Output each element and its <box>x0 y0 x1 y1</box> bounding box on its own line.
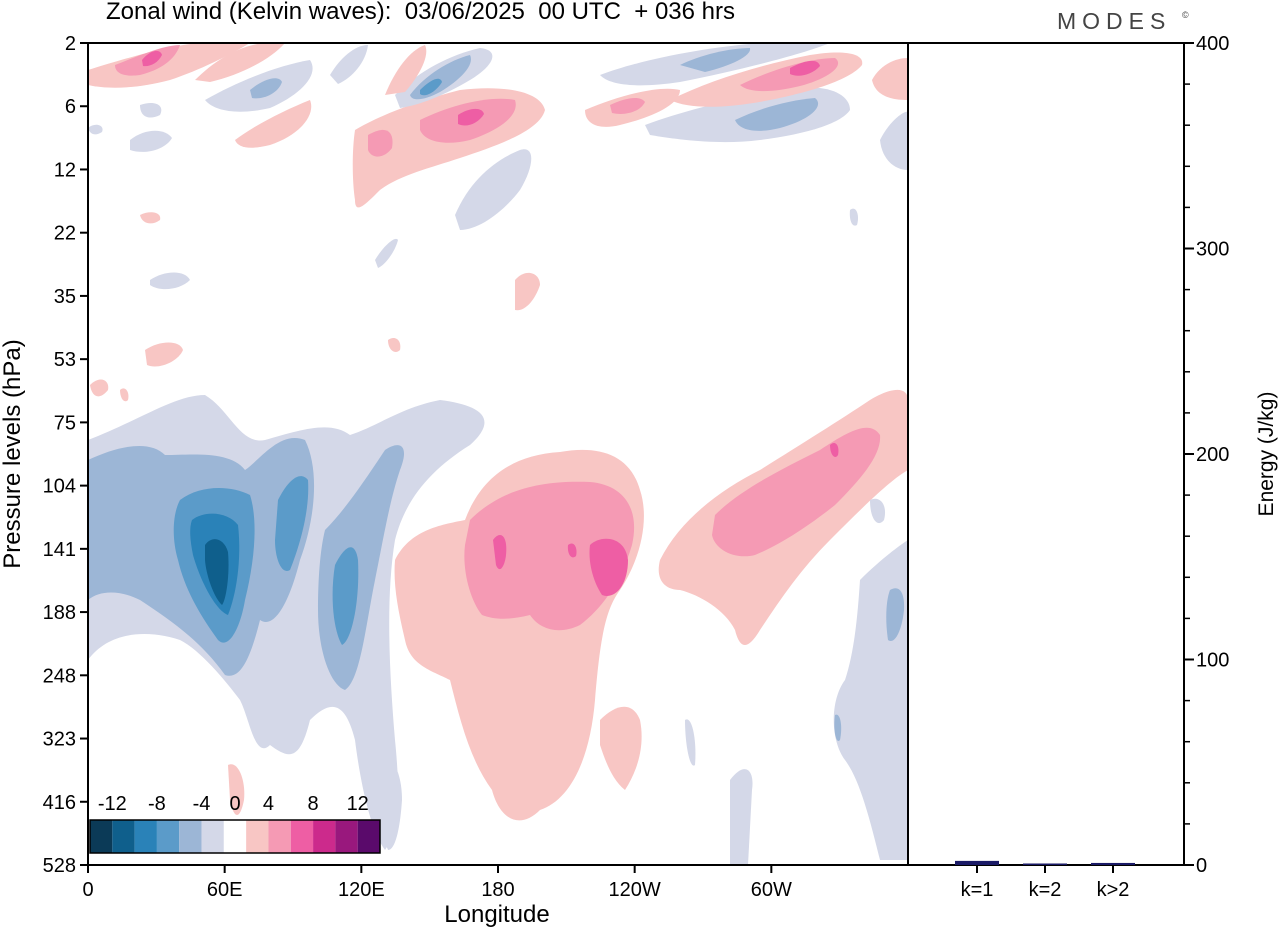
energy-bar <box>1023 863 1067 865</box>
energy-bar <box>955 860 999 865</box>
y-tick-label: 528 <box>43 855 76 877</box>
energy-tick-label: 200 <box>1196 444 1229 466</box>
y-tick-label: 323 <box>43 729 76 751</box>
x-tick-label: 120E <box>338 879 385 901</box>
y-tick-label: 248 <box>43 665 76 687</box>
x-axis-label: Longitude <box>444 901 549 928</box>
scattered-patches <box>88 103 886 766</box>
positive-region-center <box>394 449 644 821</box>
negative-band-west <box>88 395 485 850</box>
energy-axis: 0 100 200 300 400 <box>1184 33 1229 877</box>
y-tick-label: 104 <box>43 476 76 498</box>
x-axis: 0 60E 120E 180 120W 60W <box>82 865 792 901</box>
energy-panel-frame <box>907 42 1185 866</box>
x-tick-label: 120W <box>609 879 661 901</box>
x-tick-label: 180 <box>481 879 514 901</box>
y-tick-label: 416 <box>43 792 76 814</box>
colorbar-label: 12 <box>347 793 369 815</box>
energy-category-label: k>2 <box>1097 879 1130 901</box>
colorbar-swatch <box>357 820 380 853</box>
colorbar: -12 -8 -4 0 4 8 12 <box>89 793 381 854</box>
energy-tick-label: 0 <box>1196 855 1207 877</box>
colorbar-swatch <box>112 820 135 853</box>
y-tick-label: 2 <box>65 33 76 55</box>
y-tick-label: 12 <box>54 159 76 181</box>
colorbar-label: -8 <box>148 793 166 815</box>
brand-logo: MODES <box>1057 8 1172 34</box>
x-tick-label: 60E <box>207 879 243 901</box>
colorbar-swatch <box>179 820 202 853</box>
colorbar-swatch <box>223 820 247 853</box>
y-tick-label: 35 <box>54 286 76 308</box>
colorbar-swatch <box>201 820 224 853</box>
stratosphere-bands <box>88 43 908 230</box>
x-tick-label: 60W <box>751 879 792 901</box>
y-tick-label: 53 <box>54 349 76 371</box>
positive-region-east <box>90 379 908 865</box>
y-tick-label: 188 <box>43 602 76 624</box>
y-tick-label: 6 <box>65 96 76 118</box>
colorbar-label: -12 <box>98 793 127 815</box>
colorbar-swatch <box>268 820 291 853</box>
colorbar-swatch <box>313 820 336 853</box>
y-tick-label: 75 <box>54 412 76 434</box>
colorbar-swatch <box>246 820 269 853</box>
colorbar-swatch <box>290 820 314 853</box>
energy-bars: k=1 k=2 k>2 <box>955 860 1135 901</box>
chart-title: Zonal wind (Kelvin waves): 03/06/2025 00… <box>106 0 735 25</box>
energy-category-label: k=1 <box>961 879 994 901</box>
copyright-mark: © <box>1182 10 1189 20</box>
y-tick-label: 22 <box>54 223 76 245</box>
y-axis-label: Pressure levels (hPa) <box>0 339 26 568</box>
colorbar-swatch <box>156 820 180 853</box>
x-tick-label: 0 <box>82 879 93 901</box>
colorbar-frame <box>89 819 381 854</box>
colorbar-label: 8 <box>308 793 319 815</box>
contour-field <box>88 43 908 865</box>
colorbar-label: -4 <box>193 793 211 815</box>
y-axis: 2 6 12 22 35 53 75 104 141 188 248 323 416 528 <box>43 33 88 877</box>
colorbar-swatch <box>90 820 113 853</box>
energy-bar <box>1091 862 1135 865</box>
energy-tick-label: 300 <box>1196 239 1229 261</box>
colorbar-swatch <box>134 820 157 853</box>
y-tick-label: 141 <box>43 539 76 561</box>
colorbar-label: 0 <box>229 793 240 815</box>
energy-axis-label: Energy (J/kg) <box>1255 392 1278 517</box>
colorbar-swatch <box>335 820 358 853</box>
colorbar-label: 4 <box>263 793 274 815</box>
energy-category-label: k=2 <box>1029 879 1062 901</box>
energy-tick-label: 100 <box>1196 650 1229 672</box>
energy-tick-label: 400 <box>1196 33 1229 55</box>
